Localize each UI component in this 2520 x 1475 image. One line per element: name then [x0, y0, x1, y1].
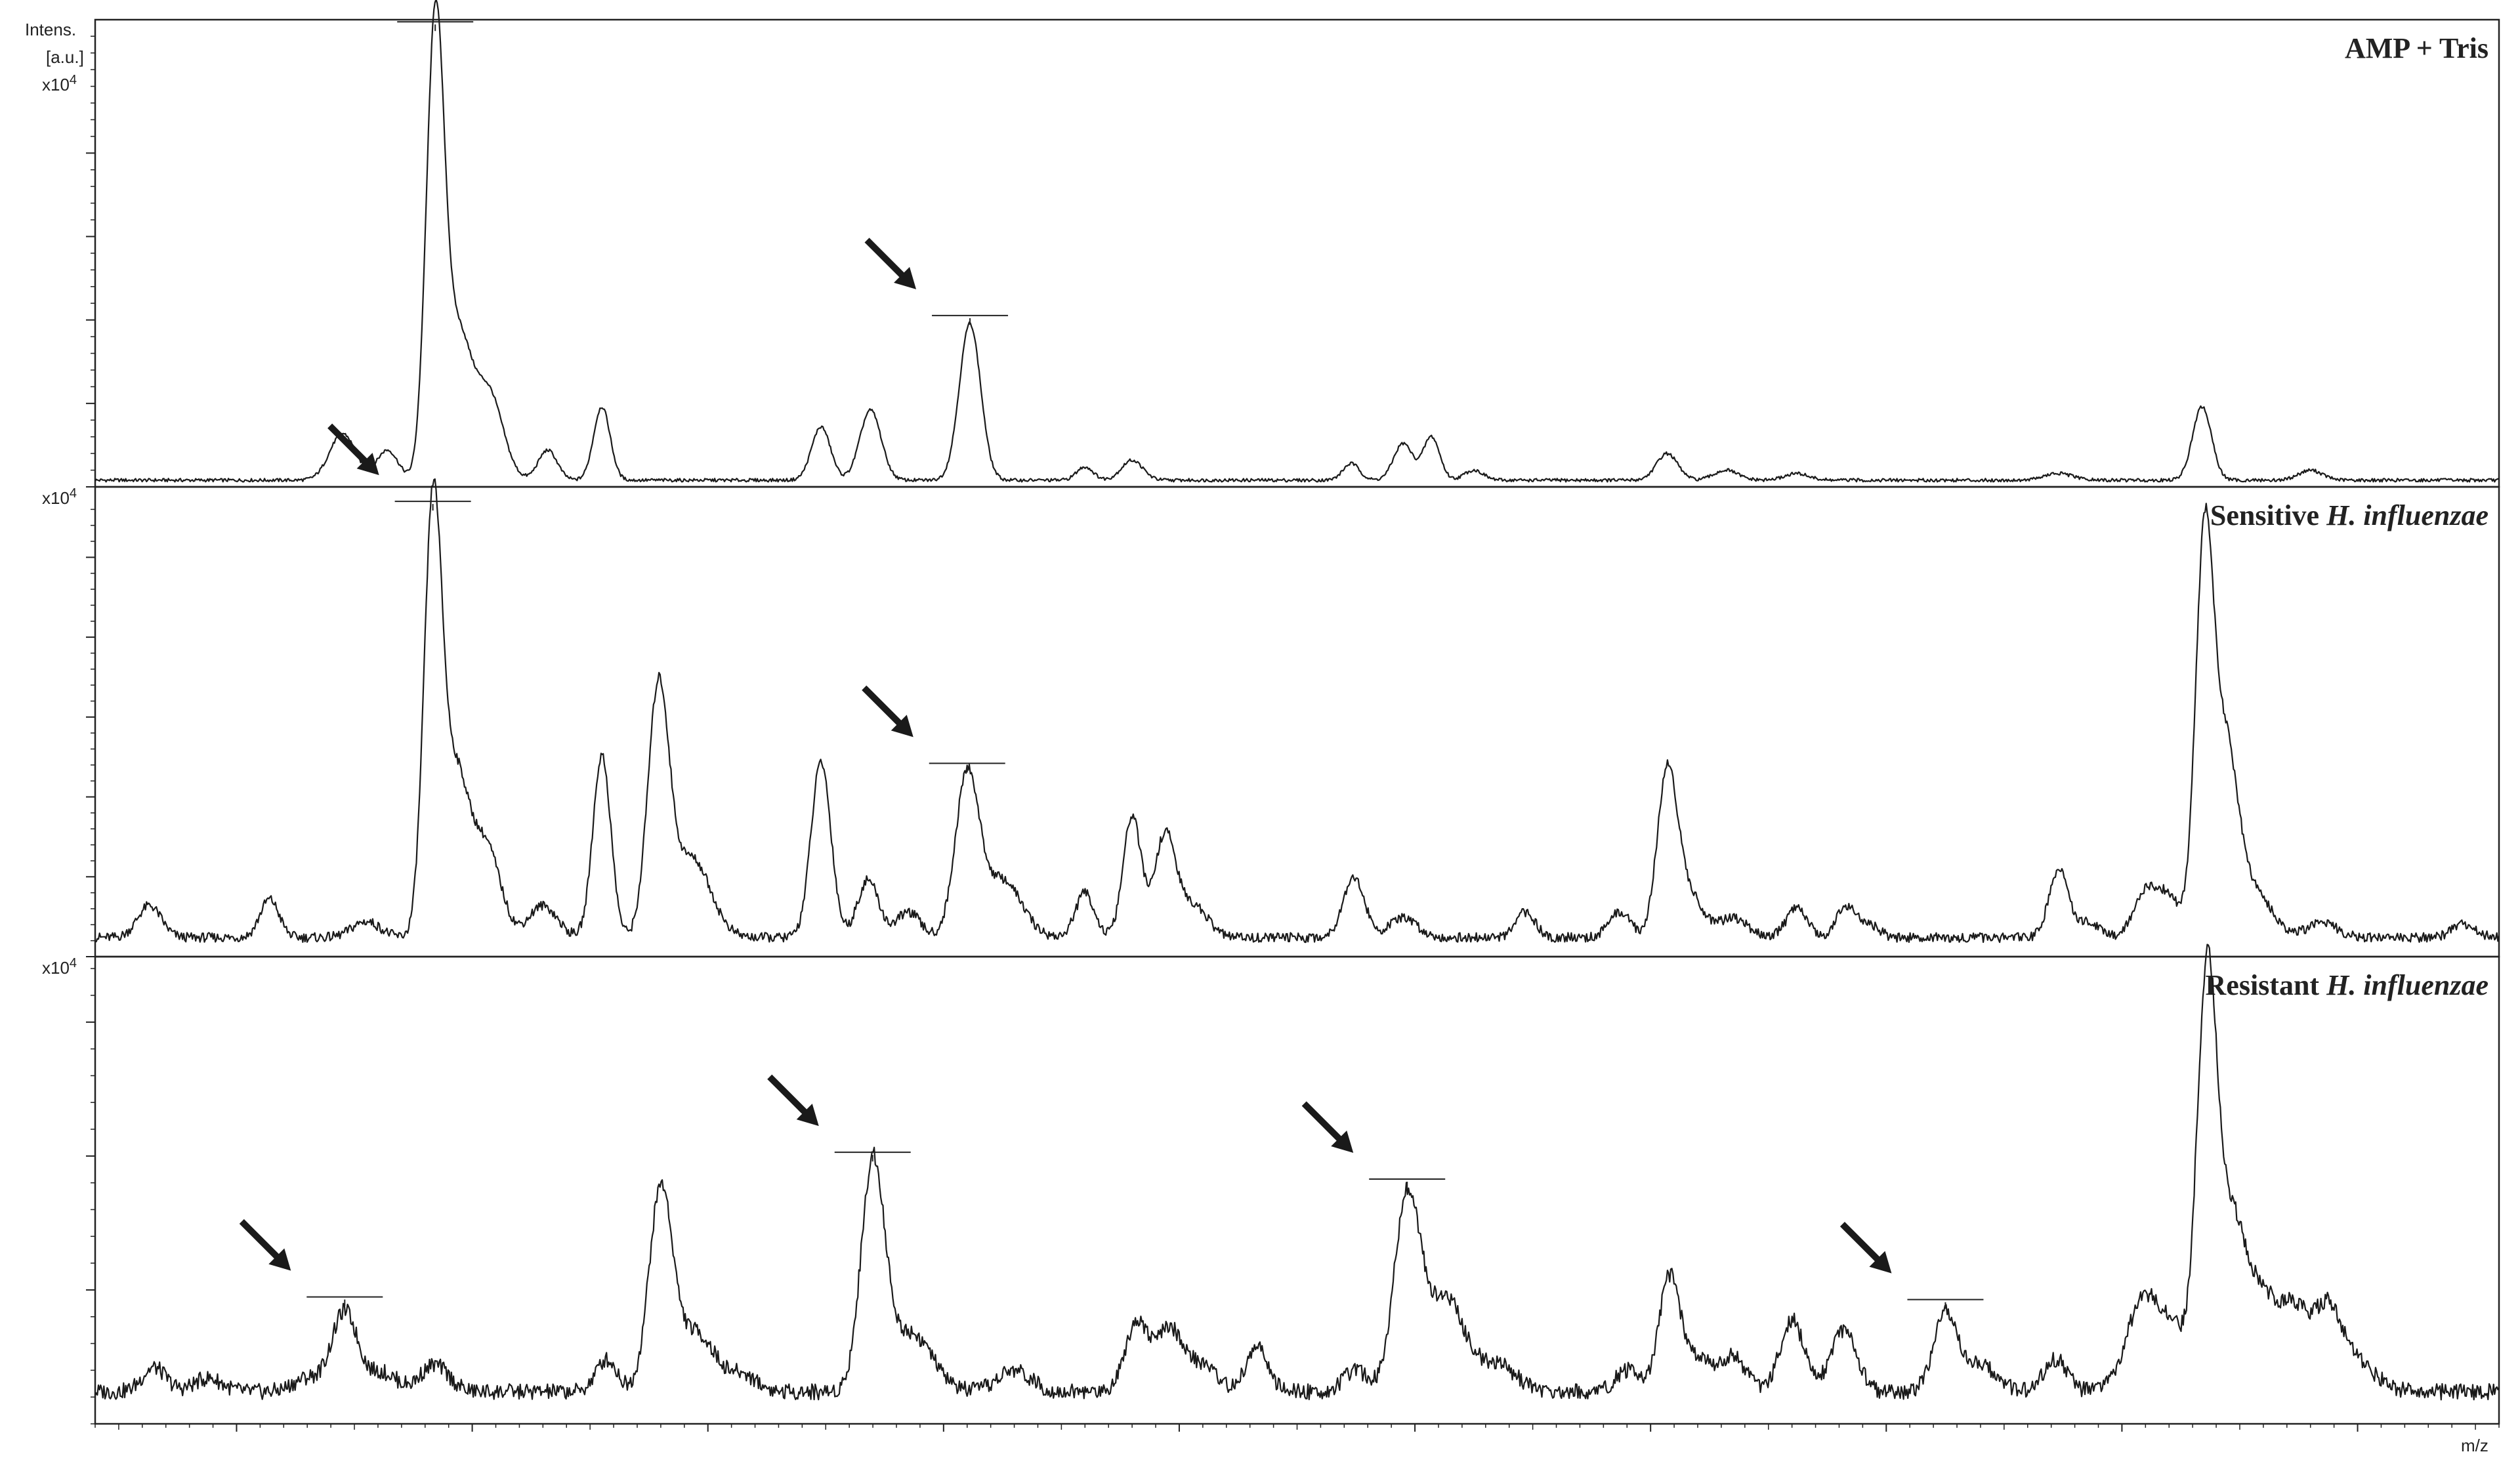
spectrum-line-B [94, 478, 2500, 944]
panel-title: AMP + Tris [2345, 32, 2488, 64]
arrow-head [891, 715, 914, 738]
arrow-head [1331, 1131, 1354, 1153]
y-multiplier-exponent: 4 [70, 486, 77, 501]
arrow-shaft [327, 423, 373, 468]
arrow-head [268, 1248, 291, 1271]
arrow-shaft [1301, 1101, 1347, 1146]
arrow-shaft [862, 685, 907, 730]
panel-title: Resistant H. influenzae [2206, 969, 2488, 1001]
arrow-shaft [767, 1074, 812, 1119]
arrow-shaft [1839, 1222, 1885, 1267]
corner-label-intens: Intens. [25, 20, 76, 39]
y-multiplier-exponent: 4 [70, 73, 77, 87]
arrow-head [894, 266, 917, 289]
panel-title-plain: Resistant [2206, 969, 2327, 1001]
x-axis-unit: m/z [2461, 1436, 2488, 1455]
arrow-shaft [864, 238, 910, 283]
arrow-shaft [239, 1219, 284, 1264]
panel-title-plain: AMP + Tris [2345, 32, 2488, 64]
panel-title-italic: H. influenzae [2326, 499, 2488, 531]
panel-title-italic: H. influenzae [2326, 969, 2488, 1001]
arrow-head [796, 1104, 819, 1127]
corner-label-au: [a.u.] [46, 47, 84, 67]
arrow-head [1869, 1251, 1892, 1274]
panel-title: Sensitive H. influenzae [2210, 499, 2488, 531]
arrow-head [356, 453, 379, 476]
spectrum-line-A [94, 0, 2500, 483]
spectrum-line-C [94, 944, 2500, 1401]
y-multiplier-exponent: 4 [70, 956, 77, 970]
panel-title-plain: Sensitive [2210, 499, 2326, 531]
